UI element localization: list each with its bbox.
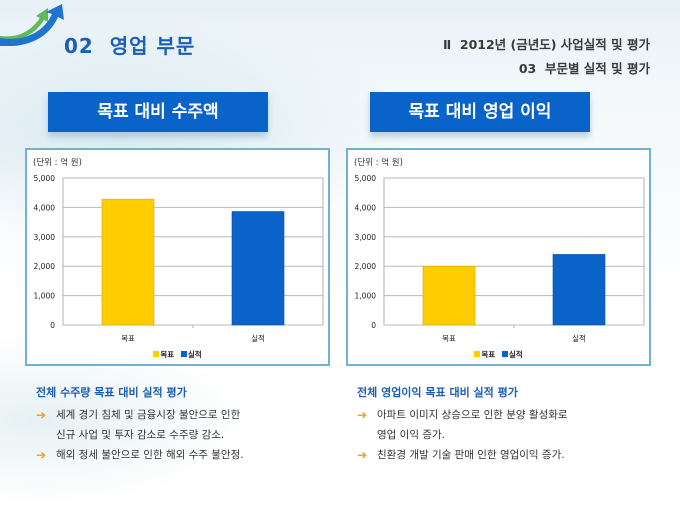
legend-swatch-target (153, 351, 160, 357)
arrow-right-icon: ➔ (36, 448, 47, 462)
breadcrumb-chapter: Ⅱ 2012년 (금년도) 사업실적 및 평가 (442, 37, 650, 52)
y-tick-label: 2,000 (34, 262, 56, 271)
unit-label: (단위 : 억 원) (354, 158, 403, 168)
notes-order-amount: 전체 수주량 목표 대비 실적 평가 ➔ 세계 경기 침체 및 금융시장 불안으… (36, 384, 336, 465)
chart-svg: 0 1,000 2,000 3,000 4,000 5,000 목표 실적 (355, 174, 645, 343)
chart-legend: 목표 실적 (348, 349, 649, 360)
arrow-right-icon: ➔ (36, 408, 47, 422)
bar-target (101, 198, 155, 326)
legend-swatch-actual (501, 351, 508, 357)
x-category-label: 목표 (442, 334, 456, 343)
unit-label: (단위 : 억 원) (33, 158, 82, 168)
y-tick-label: 4,000 (355, 203, 377, 212)
y-tick-label: 0 (371, 321, 376, 330)
chart-order-amount: (단위 : 억 원) 0 1,000 2,000 3,000 4,000 5,000 목표 실… (25, 148, 330, 366)
arrow-right-icon: ➔ (357, 408, 368, 422)
panel-title-order-amount: 목표 대비 수주액 (48, 92, 268, 132)
y-tick-label: 5,000 (355, 174, 377, 183)
y-tick-label: 1,000 (355, 292, 377, 301)
chart-operating-profit: (단위 : 억 원) 0 1,000 2,000 3,000 4,000 5,000 목표 실… (346, 148, 651, 366)
y-tick-label: 1,000 (34, 292, 56, 301)
section-title: 02 영업 부문 (64, 34, 196, 58)
note-text: 세계 경기 침체 및 금융시장 불안으로 인한 신규 사업 및 투자 감소로 수… (56, 409, 241, 441)
legend-item-actual: 실적 (180, 350, 202, 359)
note-text: 해외 정세 불안으로 인한 해외 수주 불안정. (56, 449, 244, 461)
y-tick-label: 2,000 (355, 262, 377, 271)
note-bullet: ➔ 친환경 개발 기술 판매 인한 영업이익 증가. (357, 445, 657, 465)
note-text: 친환경 개발 기술 판매 인한 영업이익 증가. (377, 449, 565, 461)
arrow-right-icon: ➔ (357, 448, 368, 462)
note-bullet: ➔ 해외 정세 불안으로 인한 해외 수주 불안정. (36, 445, 336, 465)
legend-swatch-target (474, 351, 481, 357)
panel-title-operating-profit: 목표 대비 영업 이익 (370, 92, 590, 132)
x-category-label: 목표 (121, 334, 135, 343)
bar-target (422, 265, 476, 326)
legend-label-target: 목표 (160, 350, 175, 359)
y-tick-label: 3,000 (355, 233, 377, 242)
legend-label-target: 목표 (481, 350, 496, 359)
note-bullet: ➔ 아파트 이미지 상승으로 인한 분양 활성화로 영업 이익 증가. (357, 405, 657, 445)
y-tick-label: 0 (50, 321, 55, 330)
legend-item-target: 목표 (153, 350, 174, 359)
x-category-label: 실적 (251, 333, 265, 343)
legend-item-actual: 실적 (501, 350, 523, 359)
notes-operating-profit: 전체 영업이익 목표 대비 실적 평가 ➔ 아파트 이미지 상승으로 인한 분양… (357, 384, 657, 465)
rising-arrows-icon (0, 4, 64, 46)
chart-svg: 0 1,000 2,000 3,000 4,000 5,000 목표 실적 (34, 174, 324, 343)
y-tick-label: 3,000 (34, 233, 56, 242)
chart-legend: 목표 실적 (27, 349, 328, 360)
legend-label-actual: 실적 (187, 350, 202, 359)
legend-item-target: 목표 (474, 350, 495, 359)
notes-heading: 전체 영업이익 목표 대비 실적 평가 (357, 386, 518, 399)
breadcrumb-subsection: 03 부문별 실적 및 평가 (518, 61, 650, 76)
note-text: 아파트 이미지 상승으로 인한 분양 활성화로 영업 이익 증가. (377, 409, 568, 441)
x-category-label: 실적 (572, 333, 586, 343)
bar-actual (552, 254, 606, 326)
y-tick-label: 5,000 (34, 174, 56, 183)
note-bullet: ➔ 세계 경기 침체 및 금융시장 불안으로 인한 신규 사업 및 투자 감소로… (36, 405, 336, 445)
notes-heading: 전체 수주량 목표 대비 실적 평가 (36, 386, 187, 399)
bar-actual (231, 211, 285, 326)
legend-label-actual: 실적 (508, 350, 523, 359)
legend-swatch-actual (180, 351, 187, 357)
y-tick-label: 4,000 (34, 203, 56, 212)
